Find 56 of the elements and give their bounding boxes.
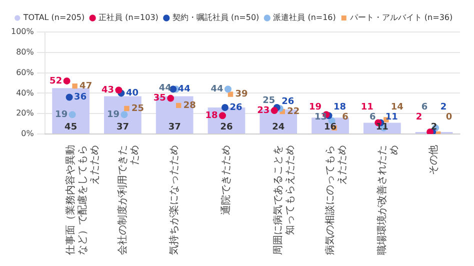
data-label: 37 [168,122,181,132]
data-label: 6 [342,112,348,122]
data-label: 11 [385,112,398,122]
legend-label: 正社員 (n=103) [98,13,158,22]
data-label: 28 [183,100,196,111]
data-label: 6 [421,102,428,112]
y-tick-label: 100% [10,27,34,36]
legend-label: TOTAL (n=205) [22,13,85,22]
data-label: 13 [314,112,328,122]
data-label: 26 [230,102,242,113]
y-tick-label: 0% [21,129,34,138]
data-label: 44 [210,84,224,94]
data-label: 25 [262,96,276,106]
y-tick-label: 40% [16,88,34,98]
data-label: 14 [390,102,404,112]
x-tick-label: 仕事面（業務内容や異動など）で配慮をしてもらえたため [64,145,100,255]
data-label: 18 [334,102,346,112]
data-label: 11 [376,122,388,132]
x-tick-label: 会社の制度が利用できたため [116,145,140,255]
data-label: 36 [74,92,87,103]
x-tick-label: その他 [428,145,440,175]
data-label: 2 [440,102,447,112]
data-label: 47 [80,81,92,92]
x-tick-label: 周囲に病気であることを知ってもらえたため [272,145,296,255]
data-label: 26 [282,96,294,107]
legend-label: パート・アルバイト (n=36) [348,13,453,22]
x-tick-label: 通院できたため [220,145,232,215]
data-label: 40 [126,88,138,99]
data-label: 45 [64,122,78,132]
x-tick-label: 気持ちが楽になったため [168,145,180,255]
data-label: 23 [257,106,270,116]
data-label: 0 [446,112,452,122]
data-label: 37 [116,122,129,132]
y-tick-label: 20% [16,108,34,118]
data-label: 44 [178,84,190,94]
data-label: 43 [101,85,114,96]
data-label: 11 [360,102,374,112]
data-label: 18 [205,110,218,121]
y-tick-label: 60% [16,68,34,77]
legend-label: 派遣社員 (n=16) [273,13,336,22]
data-label: 22 [287,106,300,117]
data-label: 39 [235,90,248,100]
data-label: 35 [153,94,166,104]
data-label: 25 [131,104,144,114]
y-tick-label: 80% [16,47,34,56]
data-label: 19 [55,110,68,120]
data-label: 19 [309,102,322,112]
data-label: 2 [416,112,422,122]
legend-label: 契約・嘱託社員 (n=50) [172,13,260,22]
data-label: 52 [50,76,62,86]
data-label: 6 [370,112,376,122]
data-label: 19 [106,110,120,120]
x-tick-label: 職場環境が改善されたため [376,145,400,255]
data-label: 26 [220,122,233,132]
x-tick-label: 病気の相談にのってもらえたため [324,145,348,255]
data-label: 24 [272,122,285,132]
